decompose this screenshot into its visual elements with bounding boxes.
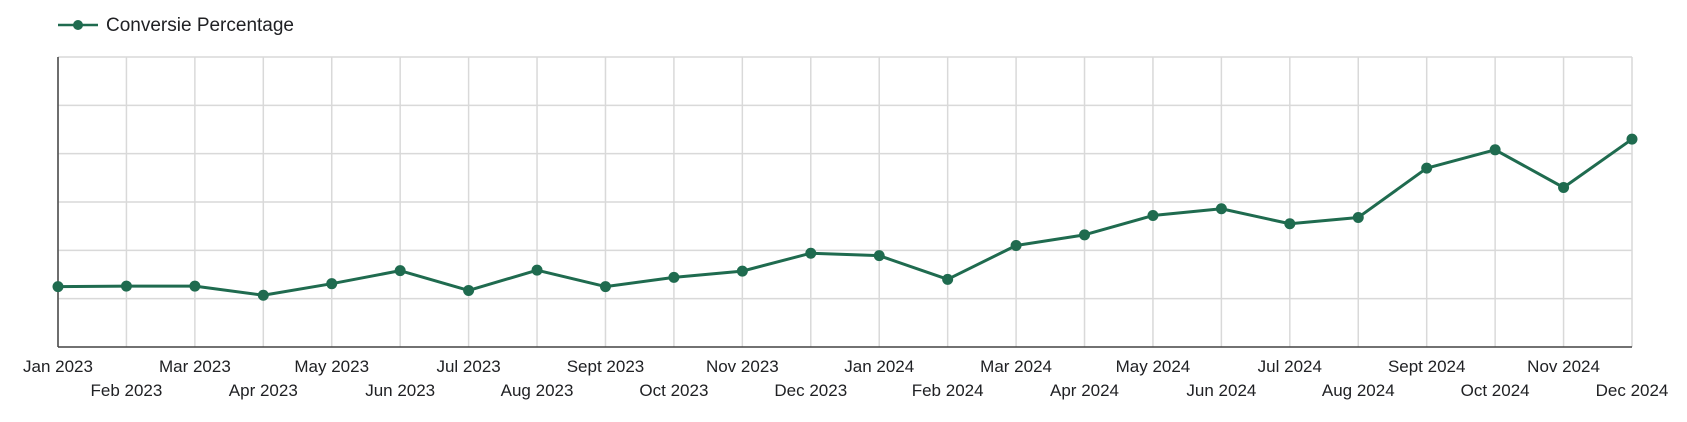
x-tick-label: Jun 2024 bbox=[1186, 381, 1256, 400]
data-point[interactable] bbox=[1421, 162, 1433, 174]
data-point[interactable] bbox=[52, 281, 64, 293]
x-tick-label: Feb 2024 bbox=[912, 381, 984, 400]
x-tick-label: Apr 2024 bbox=[1050, 381, 1119, 400]
series-group bbox=[52, 133, 1638, 301]
data-point[interactable] bbox=[1352, 211, 1364, 223]
x-tick-label: Dec 2024 bbox=[1596, 381, 1669, 400]
data-point[interactable] bbox=[120, 280, 132, 292]
legend-label: Conversie Percentage bbox=[106, 15, 294, 36]
data-point[interactable] bbox=[1147, 210, 1159, 222]
data-point[interactable] bbox=[531, 264, 543, 276]
x-tick-label: Jun 2023 bbox=[365, 381, 435, 400]
x-tick-label: Oct 2024 bbox=[1461, 381, 1530, 400]
x-tick-label: Mar 2024 bbox=[980, 357, 1052, 376]
x-tick-label: Jan 2024 bbox=[844, 357, 914, 376]
legend-dot-icon bbox=[73, 20, 83, 30]
data-point[interactable] bbox=[257, 289, 269, 301]
data-point[interactable] bbox=[1215, 203, 1227, 215]
x-tick-label: Sept 2023 bbox=[567, 357, 645, 376]
data-point[interactable] bbox=[1284, 218, 1296, 230]
data-point[interactable] bbox=[805, 247, 817, 259]
x-tick-label: Nov 2024 bbox=[1527, 357, 1600, 376]
series-line bbox=[56, 137, 1634, 297]
x-tick-label: Oct 2023 bbox=[639, 381, 708, 400]
chart-legend[interactable]: Conversie Percentage bbox=[58, 15, 294, 36]
data-point[interactable] bbox=[668, 271, 680, 283]
x-tick-label: Jul 2023 bbox=[436, 357, 500, 376]
x-tick-label: Jan 2023 bbox=[23, 357, 93, 376]
x-tick-label: Nov 2023 bbox=[706, 357, 779, 376]
x-tick-label: Dec 2023 bbox=[774, 381, 847, 400]
x-tick-label: May 2024 bbox=[1116, 357, 1191, 376]
x-tick-label: Aug 2023 bbox=[501, 381, 574, 400]
x-tick-label: Apr 2023 bbox=[229, 381, 298, 400]
x-tick-label: Aug 2024 bbox=[1322, 381, 1395, 400]
data-point[interactable] bbox=[942, 273, 954, 285]
chart-axes bbox=[57, 57, 1632, 348]
x-axis-labels: Jan 2023 Feb 2023 Mar 2023 Apr 2023 May 2023… bbox=[23, 357, 1668, 400]
x-tick-label: Sept 2024 bbox=[1388, 357, 1466, 376]
data-point[interactable] bbox=[326, 278, 338, 290]
data-point[interactable] bbox=[394, 265, 406, 277]
x-tick-label: May 2023 bbox=[294, 357, 369, 376]
x-tick-label: Jul 2024 bbox=[1258, 357, 1322, 376]
data-point[interactable] bbox=[463, 284, 475, 296]
data-point[interactable] bbox=[1489, 144, 1501, 156]
data-point[interactable] bbox=[873, 250, 885, 262]
data-point[interactable] bbox=[1079, 229, 1091, 241]
data-point[interactable] bbox=[1626, 133, 1638, 145]
x-tick-label: Feb 2023 bbox=[91, 381, 163, 400]
x-tick-label: Mar 2023 bbox=[159, 357, 231, 376]
grid-lines bbox=[57, 56, 1633, 347]
data-point[interactable] bbox=[189, 280, 201, 292]
data-point[interactable] bbox=[1558, 182, 1570, 193]
data-point[interactable] bbox=[736, 265, 748, 277]
data-point[interactable] bbox=[1010, 240, 1022, 251]
data-point[interactable] bbox=[599, 281, 611, 293]
